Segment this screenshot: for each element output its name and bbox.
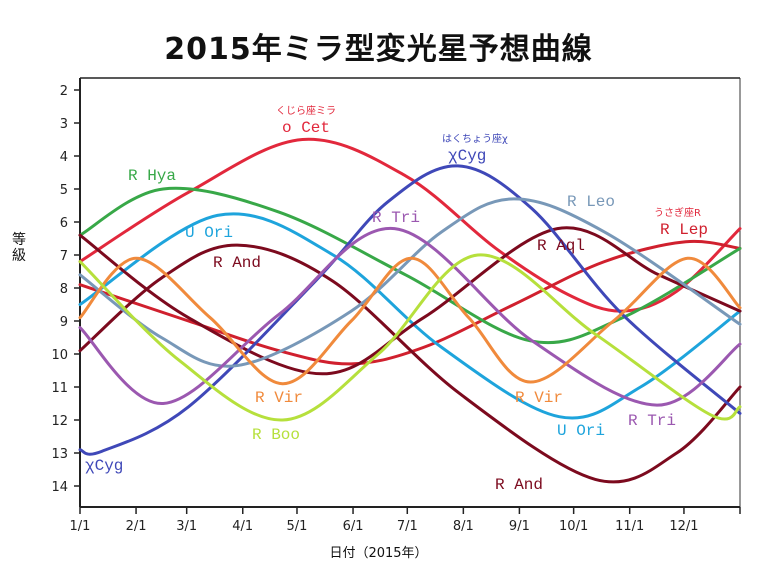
series-line-rvir [78, 256, 742, 386]
series-sublabel: うさぎ座R [654, 206, 701, 219]
series-line-uori [78, 212, 742, 420]
x-tick-label: 9/1 [509, 519, 530, 534]
y-tick-label: 2 [60, 84, 68, 99]
y-tick-label: 3 [60, 117, 68, 132]
x-tick-label: 12/1 [669, 519, 698, 534]
series-sublabel: くじら座ミラ [276, 104, 336, 117]
series-line-cyg [78, 164, 742, 456]
chart-title: 2015年ミラ型変光星予想曲線 [164, 32, 593, 67]
series-line-rand [78, 243, 742, 484]
x-tick-label: 1/1 [70, 519, 91, 534]
y-tick-label: 11 [51, 381, 68, 396]
y-tick-label: 7 [60, 249, 68, 264]
series-label: R Boo [252, 426, 300, 444]
series-label: χCyg [85, 457, 123, 475]
y-tick-label: 12 [51, 414, 68, 429]
series-label: R Tri [628, 412, 676, 430]
x-tick-label: 2/1 [126, 519, 147, 534]
x-tick-label: 11/1 [615, 519, 644, 534]
series-line-rhya [78, 186, 742, 345]
series-label: R And [213, 254, 261, 272]
y-tick-label: 14 [51, 480, 68, 495]
x-tick-label: 7/1 [397, 519, 418, 534]
y-tick-label: 13 [51, 447, 68, 462]
x-tick-label: 4/1 [232, 519, 253, 534]
series-label: R Tri [372, 209, 420, 227]
x-tick-label: 10/1 [559, 519, 588, 534]
y-tick-label: 9 [60, 315, 68, 330]
y-tick-label: 8 [60, 282, 68, 297]
x-tick-label: 3/1 [176, 519, 197, 534]
series-label: R Aql [537, 237, 585, 255]
x-axis-label: 日付（2015年） [329, 546, 428, 561]
series-label: χCyg [448, 147, 486, 165]
series-label: U Ori [557, 422, 605, 440]
x-tick-label: 5/1 [287, 519, 308, 534]
series-line-rleo [78, 197, 742, 368]
x-tick-label: 8/1 [453, 519, 474, 534]
y-tick-label: 6 [60, 216, 68, 231]
y-tick-label: 10 [51, 348, 68, 363]
y-tick-label: 5 [60, 183, 68, 198]
series-label: R Hya [128, 167, 176, 185]
series-line-rboo [78, 253, 742, 422]
x-tick-label: 6/1 [343, 519, 364, 534]
y-axis-label: 等級 [12, 232, 26, 264]
series-line-raql [78, 226, 742, 376]
series-sublabel: はくちょう座χ [442, 132, 508, 145]
series-label: R Vir [515, 389, 563, 407]
series-label: o Cet [282, 119, 330, 137]
series-label: R Vir [255, 389, 303, 407]
series-line-ocet [78, 137, 742, 313]
series-label: U Ori [185, 224, 233, 242]
y-tick-label: 4 [60, 150, 68, 165]
series-label: R Lep [660, 221, 708, 239]
series-label: R And [495, 476, 543, 494]
series-label: R Leo [567, 193, 615, 211]
series-line-rtri [78, 227, 742, 407]
